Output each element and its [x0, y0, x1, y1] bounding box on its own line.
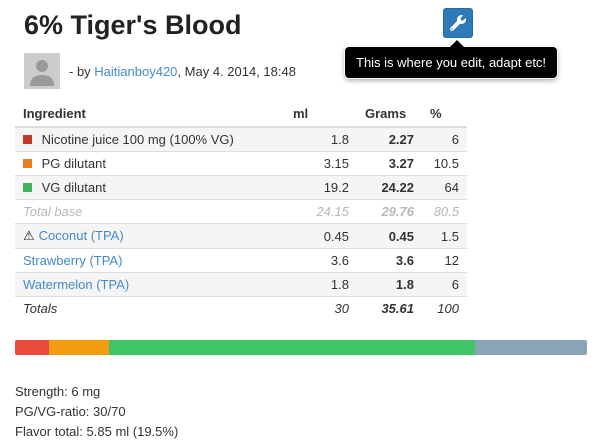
bar-segment-nicotine — [15, 340, 50, 355]
table-row: PG dilutant 3.15 3.27 10.5 — [15, 151, 467, 176]
percent-value: 100 — [422, 296, 467, 320]
percent-value: 6 — [422, 272, 467, 297]
col-header-ingredient: Ingredient — [15, 102, 285, 128]
table-row: Nicotine juice 100 mg (100% VG) 1.8 2.27… — [15, 126, 467, 152]
ingredient-color-marker-icon — [23, 159, 32, 168]
table-row: ⚠ Coconut (TPA) 0.45 0.45 1.5 — [15, 223, 467, 249]
grams-value: 0.45 — [357, 223, 422, 249]
byline-date: , May 4. 2014, 18:48 — [177, 63, 296, 79]
ml-value: 19.2 — [285, 175, 357, 200]
byline-prefix: - by — [69, 63, 95, 79]
grams-value: 3.27 — [357, 151, 422, 176]
bar-segment-pg — [49, 340, 110, 355]
bar-segment-vg — [109, 340, 476, 355]
grams-value: 3.6 — [357, 248, 422, 273]
percent-value: 80.5 — [422, 199, 467, 224]
grams-value: 29.76 — [357, 199, 422, 224]
author-link[interactable]: Haitianboy420 — [94, 63, 178, 79]
col-header-percent: % — [422, 102, 467, 128]
recipe-table: Ingredient ml Grams % Nicotine juice 100… — [15, 102, 467, 320]
ingredient-name: VG dilutant — [41, 180, 106, 195]
table-row: VG dilutant 19.2 24.22 64 — [15, 175, 467, 200]
recipe-summary: Strength: 6 mg PG/VG-ratio: 30/70 Flavor… — [15, 382, 602, 442]
flavor-link[interactable]: Watermelon (TPA) — [23, 277, 130, 292]
ingredient-name: Nicotine juice 100 mg (100% VG) — [41, 132, 234, 147]
warning-icon: ⚠ — [23, 228, 35, 243]
edit-button[interactable] — [443, 8, 473, 38]
percent-value: 6 — [422, 126, 467, 152]
ingredient-color-marker-icon — [23, 135, 32, 144]
strength-text: Strength: 6 mg — [15, 384, 101, 399]
pgvg-ratio-text: PG/VG-ratio: 30/70 — [15, 404, 126, 419]
col-header-grams: Grams — [357, 102, 422, 128]
grams-value: 24.22 — [357, 175, 422, 200]
percent-value: 64 — [422, 175, 467, 200]
ml-value: 3.6 — [285, 248, 357, 273]
ingredient-cell: Watermelon (TPA) — [15, 272, 285, 297]
edit-tooltip: This is where you edit, adapt etc! — [345, 40, 558, 78]
percent-value: 10.5 — [422, 151, 467, 176]
byline-text: - by Haitianboy420, May 4. 2014, 18:48 — [69, 64, 296, 79]
ingredient-cell: PG dilutant — [15, 151, 285, 176]
flavor-link[interactable]: Strawberry (TPA) — [23, 253, 123, 268]
ingredient-cell: ⚠ Coconut (TPA) — [15, 223, 285, 249]
ml-value: 30 — [285, 296, 357, 320]
tooltip-text: This is where you edit, adapt etc! — [356, 55, 547, 70]
ingredient-cell: VG dilutant — [15, 175, 285, 200]
subtotal-label: Total base — [15, 199, 285, 224]
page-title: 6% Tiger's Blood — [24, 10, 242, 40]
composition-bar — [15, 340, 587, 355]
table-row: Watermelon (TPA) 1.8 1.8 6 — [15, 272, 467, 297]
ml-value: 1.8 — [285, 272, 357, 297]
flavor-link[interactable]: Coconut (TPA) — [38, 228, 124, 243]
ml-value: 24.15 — [285, 199, 357, 224]
ingredient-cell: Nicotine juice 100 mg (100% VG) — [15, 126, 285, 152]
grams-value: 1.8 — [357, 272, 422, 297]
grams-value: 35.61 — [357, 296, 422, 320]
page-header: 6% Tiger's Blood — [0, 0, 602, 42]
avatar — [24, 53, 60, 89]
totals-label: Totals — [15, 296, 285, 320]
percent-value: 1.5 — [422, 223, 467, 249]
percent-value: 12 — [422, 248, 467, 273]
ingredient-cell: Strawberry (TPA) — [15, 248, 285, 273]
tooltip-arrow-icon — [450, 40, 464, 47]
col-header-ml: ml — [285, 102, 357, 128]
table-row: Strawberry (TPA) 3.6 3.6 12 — [15, 248, 467, 273]
table-row-totals: Totals 30 35.61 100 — [15, 296, 467, 320]
byline: - by Haitianboy420, May 4. 2014, 18:48 — [24, 53, 602, 89]
ml-value: 0.45 — [285, 223, 357, 249]
flavor-total-text: Flavor total: 5.85 ml (19.5%) — [15, 424, 179, 439]
ingredient-name: PG dilutant — [41, 156, 106, 171]
table-header-row: Ingredient ml Grams % — [15, 102, 467, 128]
table-row-total-base: Total base 24.15 29.76 80.5 — [15, 199, 467, 224]
bar-segment-flavors — [475, 340, 587, 355]
ingredient-color-marker-icon — [23, 183, 32, 192]
grams-value: 2.27 — [357, 126, 422, 152]
ml-value: 1.8 — [285, 126, 357, 152]
wrench-icon — [450, 15, 466, 31]
ml-value: 3.15 — [285, 151, 357, 176]
